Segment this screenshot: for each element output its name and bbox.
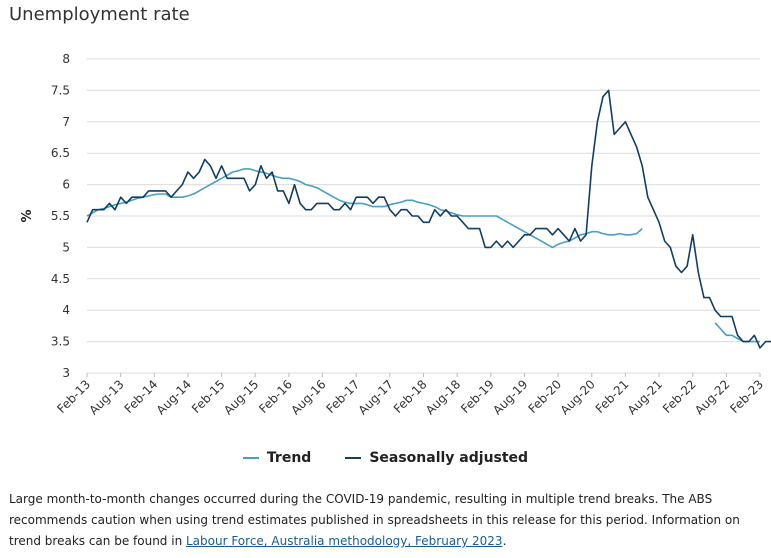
x-tick-label: Aug-13 [86,377,126,417]
chart-title: Unemployment rate [9,4,190,25]
x-tick-label: Feb-18 [391,377,430,416]
y-tick-label: 4 [62,303,70,317]
x-tick-label: Feb-14 [122,377,161,416]
y-tick-label: 5.5 [51,209,70,223]
legend-item-trend[interactable]: Trend [242,450,312,466]
trend-swatch-icon [242,457,259,459]
grid-lines [87,58,760,374]
y-tick-label: 6.5 [51,146,70,160]
y-tick-label: 4.5 [51,272,70,286]
seasonal-swatch-icon [345,457,362,459]
x-tick-label: Aug-17 [356,377,396,417]
x-tick-label: Aug-14 [154,377,194,417]
x-tick-label: Feb-23 [727,377,766,416]
x-tick-label: Feb-21 [593,377,632,416]
series-line-trend-1 [86,168,643,249]
x-axis-ticks: Feb-13Aug-13Feb-14Aug-14Feb-15Aug-15Feb-… [54,373,766,418]
y-tick-label: 5 [62,240,70,254]
footnote-text: Large month-to-month changes occurred du… [9,492,740,548]
series-line-seasonally-adjusted [86,89,771,349]
x-tick-label: Feb-16 [256,377,295,416]
footnote: Large month-to-month changes occurred du… [9,489,754,552]
footnote-suffix: . [502,534,507,548]
y-tick-label: 6 [62,178,70,192]
x-tick-label: Aug-21 [625,377,665,417]
y-tick-label: 7.5 [51,83,70,97]
y-axis-label: % [20,209,35,222]
x-tick-label: Feb-22 [660,377,699,416]
x-tick-label: Feb-15 [189,377,228,416]
x-tick-label: Feb-19 [458,377,497,416]
x-tick-label: Aug-18 [423,377,463,417]
x-tick-label: Feb-13 [54,377,93,416]
methodology-link[interactable]: Labour Force, Australia methodology, Feb… [185,534,503,548]
x-tick-label: Feb-20 [525,377,564,416]
legend: Trend Seasonally adjusted [0,450,771,466]
line-chart: 3 3.5 4 4.5 5 5.5 6 6.5 7 7.5 8 Feb-13Aug-13Feb-14… [20,52,771,418]
y-axis-ticks: 3 3.5 4 4.5 5 5.5 6 6.5 7 7.5 8 [51,52,70,380]
legend-label-trend: Trend [266,450,312,466]
x-tick-label: Aug-16 [288,377,328,417]
y-tick-label: 7 [62,115,70,129]
x-tick-label: Aug-19 [490,377,530,417]
x-tick-label: Aug-20 [558,377,598,417]
legend-item-seasonally-adjusted[interactable]: Seasonally adjusted [345,450,528,466]
y-tick-label: 8 [62,52,70,66]
y-tick-label: 3 [62,366,70,380]
x-tick-label: Feb-17 [324,377,363,416]
x-tick-label: Aug-15 [221,377,261,417]
x-tick-label: Aug-22 [692,377,732,417]
y-tick-label: 3.5 [51,335,70,349]
series-lines [86,89,771,349]
legend-label-seasonally-adjusted: Seasonally adjusted [369,450,529,466]
series-line-trend-2 [714,322,760,343]
